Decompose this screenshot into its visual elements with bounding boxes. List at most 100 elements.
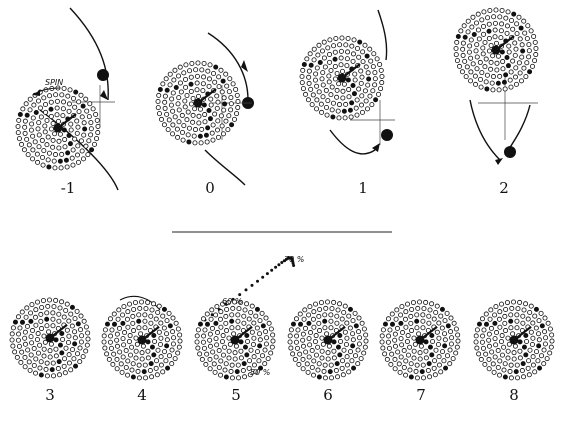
disk-particle [300,67,306,73]
disk-particle [268,350,274,356]
disk-particle [83,143,89,149]
disk-particle [497,14,503,20]
disk-particle [423,355,429,361]
disk-particle [170,329,176,335]
disk-particle [194,339,200,345]
disk-particle [63,307,69,313]
disk-particle [526,54,532,60]
disk-particle [398,336,404,342]
disk-particle [15,337,21,343]
disk-particle [66,352,72,358]
disk-particle [29,121,35,127]
disk-particle [495,80,501,86]
disk-particle [362,42,368,48]
disk-particle [460,52,466,58]
disk-particle [28,127,34,133]
disk-particle [120,312,126,318]
disk-particle [216,348,222,354]
disk-particle [25,152,31,158]
disk-particle [94,117,100,123]
disk-particle [210,137,216,143]
disk-particle [205,68,211,74]
disk-particle [397,369,403,375]
disk-particle [35,331,41,337]
disk-particle [322,362,328,368]
disk-particle [178,89,184,95]
disk-particle [365,82,371,88]
disk-particle [519,42,525,48]
disk-particle [339,35,345,41]
disk-particle [464,64,470,70]
disk-particle [81,120,87,126]
disk-particle [361,350,367,356]
frame-0: 0 [155,32,254,197]
disk-particle [205,125,211,131]
disk-particle [325,356,331,362]
disk-particle [75,159,81,165]
disk-particle [508,362,514,368]
disk-particle [30,147,36,153]
disk-particle [311,46,317,52]
disk-particle [495,53,501,59]
disk-particle [268,326,274,332]
disk-particle [207,331,213,337]
disk-particle [287,333,293,339]
disk-particle [399,342,405,348]
disk-particle [232,116,238,122]
disk-particle [527,69,533,75]
disk-particle [321,368,327,374]
disk-particle [132,300,138,306]
disk-particle [542,315,548,321]
disk-particle [41,333,47,339]
disk-particle [300,331,306,337]
disk-particle [263,315,269,321]
disk-particle [77,345,83,351]
disk-particle [224,306,230,312]
disk-particle [201,102,207,108]
disk-particle [224,83,230,89]
disk-particle [426,313,432,319]
disk-particle [287,339,293,345]
disk-particle [159,116,165,122]
disk-particle [299,80,305,86]
disk-particle [232,350,238,356]
disk-particle [392,366,398,372]
disk-particle [380,345,386,351]
disk-particle [498,339,504,345]
disk-particle [486,28,492,34]
disk-particle [232,356,238,362]
disk-particle [514,325,520,331]
disk-particle [355,361,361,367]
disk-particle [107,339,113,345]
disk-particle [15,314,21,320]
disk-particle [483,311,489,317]
disk-particle [60,336,66,342]
disk-particle [162,99,168,105]
disk-particle [192,140,198,146]
disk-particle [463,74,469,80]
disk-particle [530,362,536,368]
disk-particle [295,327,301,333]
disk-particle [167,71,173,77]
disk-particle [75,321,81,327]
disk-particle [111,351,117,357]
disk-particle [350,337,356,343]
disk-particle [538,310,544,316]
disk-particle [503,72,509,78]
disk-particle [514,312,520,318]
disk-particle [155,309,161,315]
disk-particle [123,348,129,354]
disk-particle [102,327,108,333]
disk-particle [48,341,54,347]
disk-particle [332,49,338,55]
disk-particle [158,335,164,341]
disk-particle [474,42,480,48]
disk-particle [315,52,321,58]
disk-particle [194,80,200,86]
disk-particle [69,155,75,161]
disk-particle [412,341,418,347]
disk-particle [260,353,266,359]
disk-particle [50,360,56,366]
disk-particle [442,337,448,343]
disk-particle [332,63,338,69]
